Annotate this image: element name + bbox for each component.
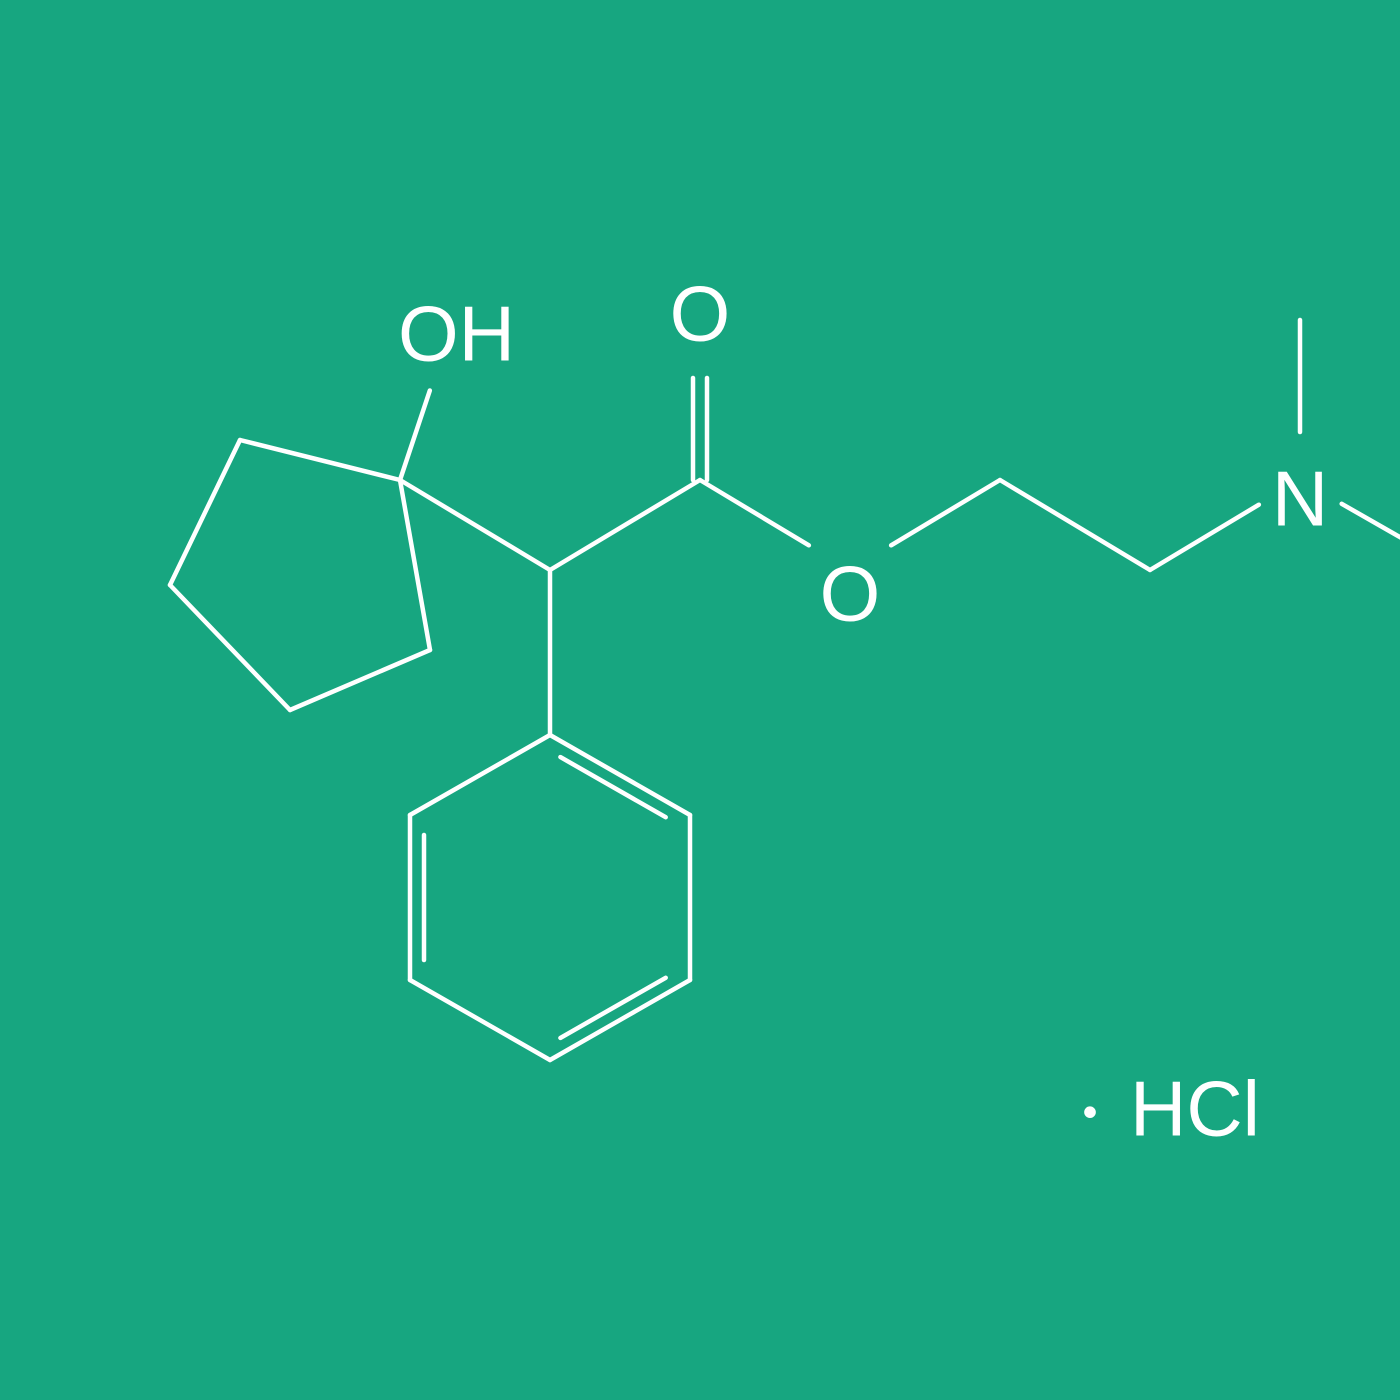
atom-label-OH: OH	[398, 290, 515, 378]
atom-label-N: N	[1272, 455, 1328, 543]
atom-label-O_dbl: O	[670, 270, 731, 358]
background	[0, 0, 1400, 1400]
molecule-structure: OH O O N • HCl	[0, 0, 1400, 1400]
atom-label-O_ester: O	[820, 550, 881, 638]
salt-bullet: •	[1082, 1088, 1097, 1136]
diagram-canvas: OH O O N • HCl	[0, 0, 1400, 1400]
salt-label: HCl	[1130, 1065, 1260, 1153]
